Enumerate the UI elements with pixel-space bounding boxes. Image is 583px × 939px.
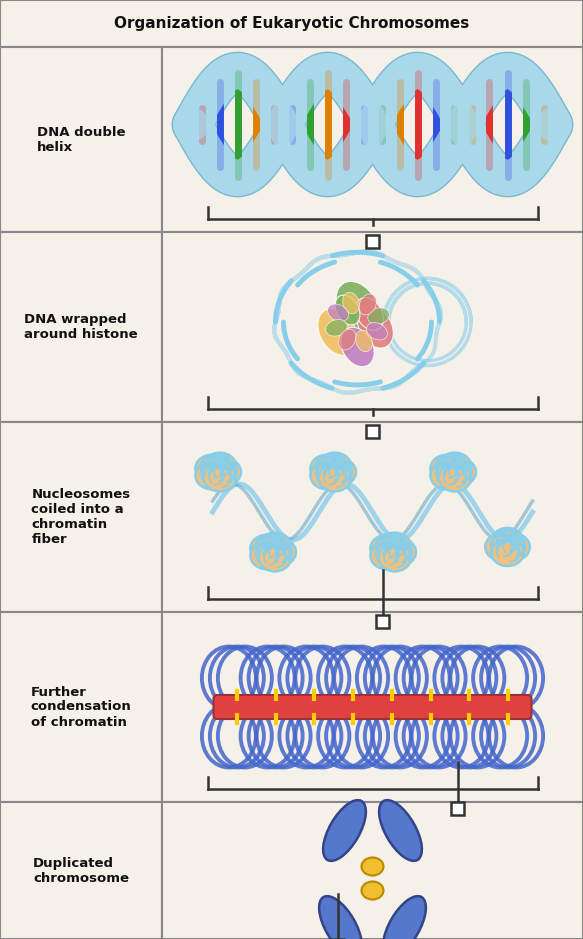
Ellipse shape — [203, 453, 236, 480]
Text: Duplicated
chromosome: Duplicated chromosome — [33, 856, 129, 885]
Ellipse shape — [341, 328, 374, 366]
Ellipse shape — [318, 309, 357, 355]
Ellipse shape — [251, 535, 283, 562]
Ellipse shape — [444, 458, 476, 485]
FancyBboxPatch shape — [213, 695, 532, 719]
Ellipse shape — [318, 453, 351, 480]
Bar — [162, 232, 583, 422]
Ellipse shape — [258, 544, 291, 571]
Bar — [366, 235, 379, 248]
Ellipse shape — [497, 533, 530, 561]
Ellipse shape — [356, 331, 373, 352]
Ellipse shape — [430, 454, 463, 482]
Ellipse shape — [361, 857, 384, 875]
Bar — [0, 612, 162, 802]
Ellipse shape — [195, 454, 228, 482]
Ellipse shape — [384, 538, 416, 565]
Text: Organization of Eukaryotic Chromosomes: Organization of Eukaryotic Chromosomes — [114, 16, 469, 31]
Text: Further
condensation
of chromatin: Further condensation of chromatin — [31, 685, 131, 729]
Ellipse shape — [328, 304, 349, 321]
Ellipse shape — [323, 800, 366, 861]
Bar — [451, 802, 464, 815]
Ellipse shape — [491, 528, 524, 555]
Bar — [0, 232, 162, 422]
Ellipse shape — [367, 322, 387, 340]
Ellipse shape — [343, 292, 359, 314]
Ellipse shape — [378, 532, 411, 560]
Ellipse shape — [324, 458, 356, 485]
Ellipse shape — [378, 544, 411, 571]
Ellipse shape — [264, 538, 296, 565]
Ellipse shape — [251, 542, 283, 569]
Bar — [376, 615, 389, 628]
Ellipse shape — [359, 294, 377, 315]
Bar — [0, 47, 162, 232]
Text: DNA double
helix: DNA double helix — [37, 126, 125, 153]
Bar — [366, 425, 379, 438]
Ellipse shape — [326, 319, 347, 336]
Ellipse shape — [485, 533, 518, 561]
Ellipse shape — [361, 882, 384, 900]
Ellipse shape — [258, 532, 291, 560]
Text: DNA wrapped
around histone: DNA wrapped around histone — [24, 313, 138, 341]
Bar — [162, 422, 583, 612]
Ellipse shape — [195, 462, 228, 489]
Bar — [162, 802, 583, 939]
Ellipse shape — [379, 800, 422, 861]
Ellipse shape — [438, 453, 471, 480]
Ellipse shape — [319, 896, 362, 939]
Ellipse shape — [438, 464, 471, 491]
Bar — [162, 612, 583, 802]
Ellipse shape — [310, 462, 343, 489]
Ellipse shape — [318, 464, 351, 491]
Ellipse shape — [335, 295, 360, 325]
Ellipse shape — [336, 282, 379, 332]
Bar — [0, 0, 583, 47]
Text: Nucleosomes
coiled into a
chromatin
fiber: Nucleosomes coiled into a chromatin fibe… — [31, 488, 131, 546]
Ellipse shape — [310, 454, 343, 482]
Ellipse shape — [203, 464, 236, 491]
Ellipse shape — [356, 298, 384, 331]
Bar — [0, 802, 162, 939]
Bar — [162, 47, 583, 232]
Ellipse shape — [209, 458, 241, 485]
Ellipse shape — [339, 329, 356, 350]
Ellipse shape — [357, 306, 394, 348]
Ellipse shape — [430, 462, 463, 489]
Ellipse shape — [368, 308, 389, 325]
Ellipse shape — [370, 542, 403, 569]
Ellipse shape — [370, 535, 403, 562]
Bar — [0, 422, 162, 612]
Ellipse shape — [383, 896, 426, 939]
Ellipse shape — [491, 539, 524, 566]
